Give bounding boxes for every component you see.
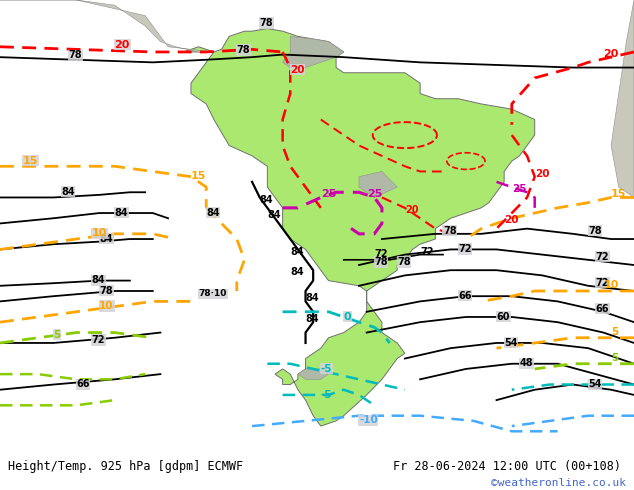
Polygon shape	[283, 36, 344, 68]
Text: 78: 78	[398, 257, 411, 267]
Text: 20: 20	[604, 49, 619, 59]
Text: 25: 25	[512, 184, 526, 194]
Text: 60: 60	[496, 312, 510, 321]
Text: 72: 72	[374, 249, 388, 259]
Text: ©weatheronline.co.uk: ©weatheronline.co.uk	[491, 478, 626, 488]
Text: 15: 15	[611, 190, 626, 199]
Text: 66: 66	[458, 291, 472, 301]
Polygon shape	[611, 0, 634, 197]
Text: 78·10: 78·10	[198, 289, 227, 298]
Text: 10: 10	[92, 228, 107, 239]
Text: 78: 78	[588, 226, 602, 236]
Text: Height/Temp. 925 hPa [gdpm] ECMWF: Height/Temp. 925 hPa [gdpm] ECMWF	[8, 460, 243, 473]
Text: 84: 84	[268, 210, 281, 220]
Text: 78: 78	[68, 50, 82, 60]
Text: 5: 5	[611, 353, 618, 363]
Text: 72: 72	[596, 278, 609, 288]
Text: 20: 20	[534, 169, 549, 179]
Text: 84: 84	[92, 275, 105, 285]
Text: 15: 15	[23, 156, 38, 166]
Text: 84: 84	[290, 268, 304, 277]
Text: 72: 72	[92, 335, 105, 345]
Text: 78: 78	[260, 18, 273, 28]
Text: 20: 20	[115, 40, 130, 50]
Polygon shape	[0, 0, 214, 52]
Text: 78: 78	[236, 45, 250, 55]
Text: 5: 5	[611, 327, 618, 337]
Text: 10: 10	[100, 301, 113, 311]
Text: 20: 20	[504, 216, 519, 225]
Polygon shape	[183, 28, 534, 426]
Text: -5: -5	[321, 390, 332, 399]
Polygon shape	[298, 369, 328, 379]
Text: 84: 84	[61, 187, 75, 197]
Text: 66: 66	[596, 304, 609, 314]
Text: 20: 20	[405, 205, 418, 215]
Text: 84: 84	[206, 208, 220, 218]
Text: 78: 78	[100, 286, 113, 295]
Text: 5: 5	[53, 330, 61, 340]
Text: -10: -10	[359, 416, 378, 425]
Text: 84: 84	[306, 294, 319, 303]
Text: 0: 0	[344, 312, 351, 321]
Text: -5: -5	[321, 364, 332, 373]
Text: 84: 84	[260, 195, 273, 205]
Text: 84: 84	[100, 234, 113, 244]
Text: 54: 54	[588, 379, 602, 389]
Text: 20: 20	[290, 65, 305, 75]
Text: 78: 78	[443, 226, 456, 236]
Text: 84: 84	[290, 246, 304, 257]
Text: 48: 48	[519, 358, 533, 368]
Text: 84: 84	[306, 314, 319, 324]
Polygon shape	[359, 172, 398, 197]
Text: 25: 25	[366, 190, 382, 199]
Text: Fr 28-06-2024 12:00 UTC (00+108): Fr 28-06-2024 12:00 UTC (00+108)	[393, 460, 621, 473]
Text: 10: 10	[604, 280, 619, 291]
Text: 72: 72	[458, 244, 472, 254]
Text: 78: 78	[374, 257, 388, 267]
Text: 72: 72	[596, 252, 609, 262]
Text: 25: 25	[321, 190, 336, 199]
Text: 72: 72	[420, 246, 434, 257]
Text: 54: 54	[504, 338, 517, 347]
Text: 84: 84	[115, 208, 128, 218]
Text: 66: 66	[76, 379, 90, 389]
Text: 15: 15	[191, 172, 206, 181]
